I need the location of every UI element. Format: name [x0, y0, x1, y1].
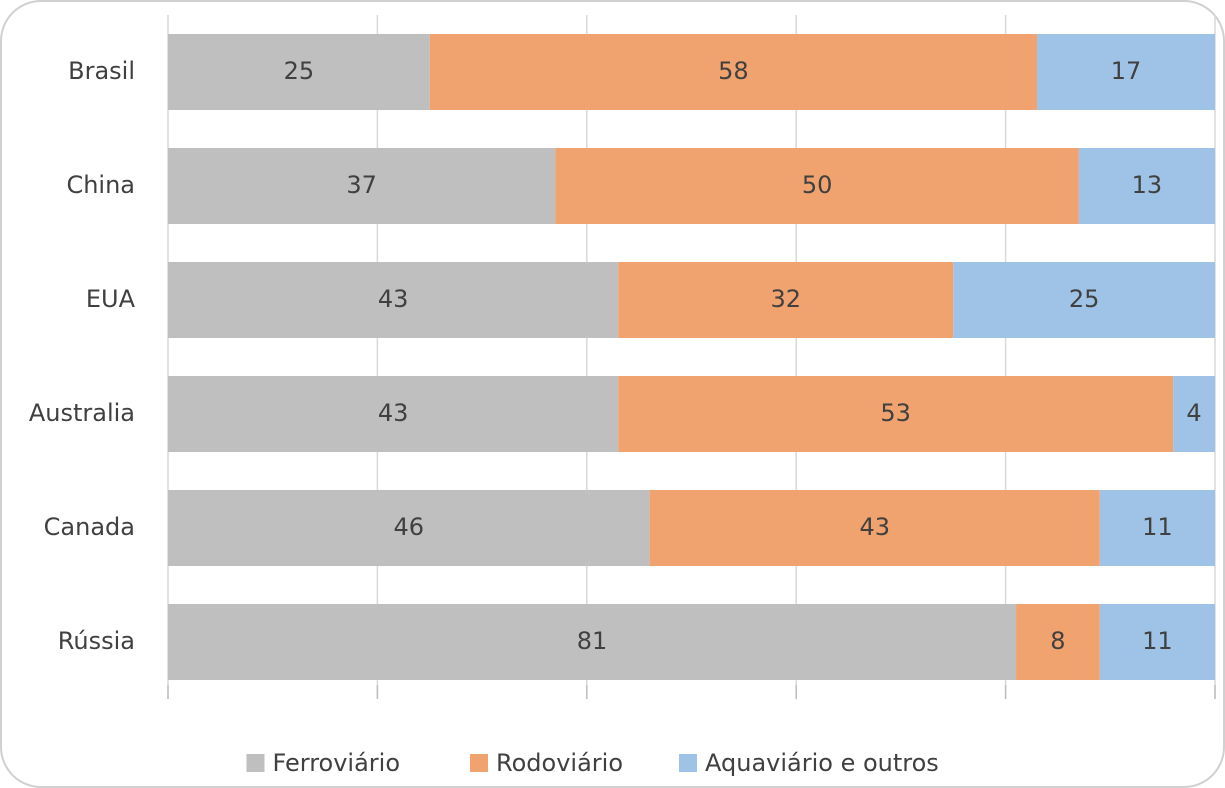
y-tick-label: Rússia	[58, 627, 135, 655]
data-label: 37	[346, 171, 377, 199]
y-tick-label: EUA	[86, 285, 136, 313]
legend-label: Aquaviário e outros	[705, 749, 939, 777]
bar-segment	[618, 262, 954, 338]
bar-segment	[168, 376, 619, 452]
bar-segment	[429, 34, 1038, 110]
bar-segment	[953, 262, 1215, 338]
y-tick-label: Canada	[44, 513, 135, 541]
data-label: 4	[1186, 399, 1201, 427]
bar-segment	[168, 490, 650, 566]
bar-segment	[618, 376, 1174, 452]
legend-label: Rodoviário	[496, 749, 623, 777]
bar-segment	[1037, 34, 1215, 110]
bar-segment	[1016, 604, 1100, 680]
data-label: 46	[394, 513, 425, 541]
bar-segment	[1099, 490, 1215, 566]
legend-swatch	[679, 754, 697, 772]
data-label: 11	[1142, 627, 1173, 655]
data-label: 53	[880, 399, 911, 427]
data-label: 58	[718, 57, 749, 85]
bar-segment	[1173, 376, 1215, 452]
legend-label: Ferroviário	[273, 749, 401, 777]
y-tick-label: China	[66, 171, 135, 199]
bar-segment	[168, 34, 430, 110]
bar-segment	[168, 148, 556, 224]
data-label: 43	[859, 513, 890, 541]
bar-segment	[168, 604, 1017, 680]
legend-swatch	[470, 754, 488, 772]
data-label: 25	[284, 57, 315, 85]
data-label: 81	[577, 627, 608, 655]
data-label: 43	[378, 285, 409, 313]
data-label: 25	[1069, 285, 1100, 313]
y-tick-label: Australia	[29, 399, 135, 427]
bar-segment	[649, 490, 1100, 566]
legend-swatch	[246, 754, 265, 772]
data-label: 50	[802, 171, 833, 199]
bar-segment	[1099, 604, 1215, 680]
data-label: 11	[1142, 513, 1173, 541]
bar-segment	[1078, 148, 1215, 224]
data-label: 43	[378, 399, 409, 427]
bar-segment	[555, 148, 1079, 224]
bar-segment	[168, 262, 619, 338]
data-label: 8	[1050, 627, 1065, 655]
data-label: 17	[1111, 57, 1142, 85]
data-label: 13	[1132, 171, 1163, 199]
data-label: 32	[770, 285, 801, 313]
y-tick-label: Brasil	[68, 57, 135, 85]
